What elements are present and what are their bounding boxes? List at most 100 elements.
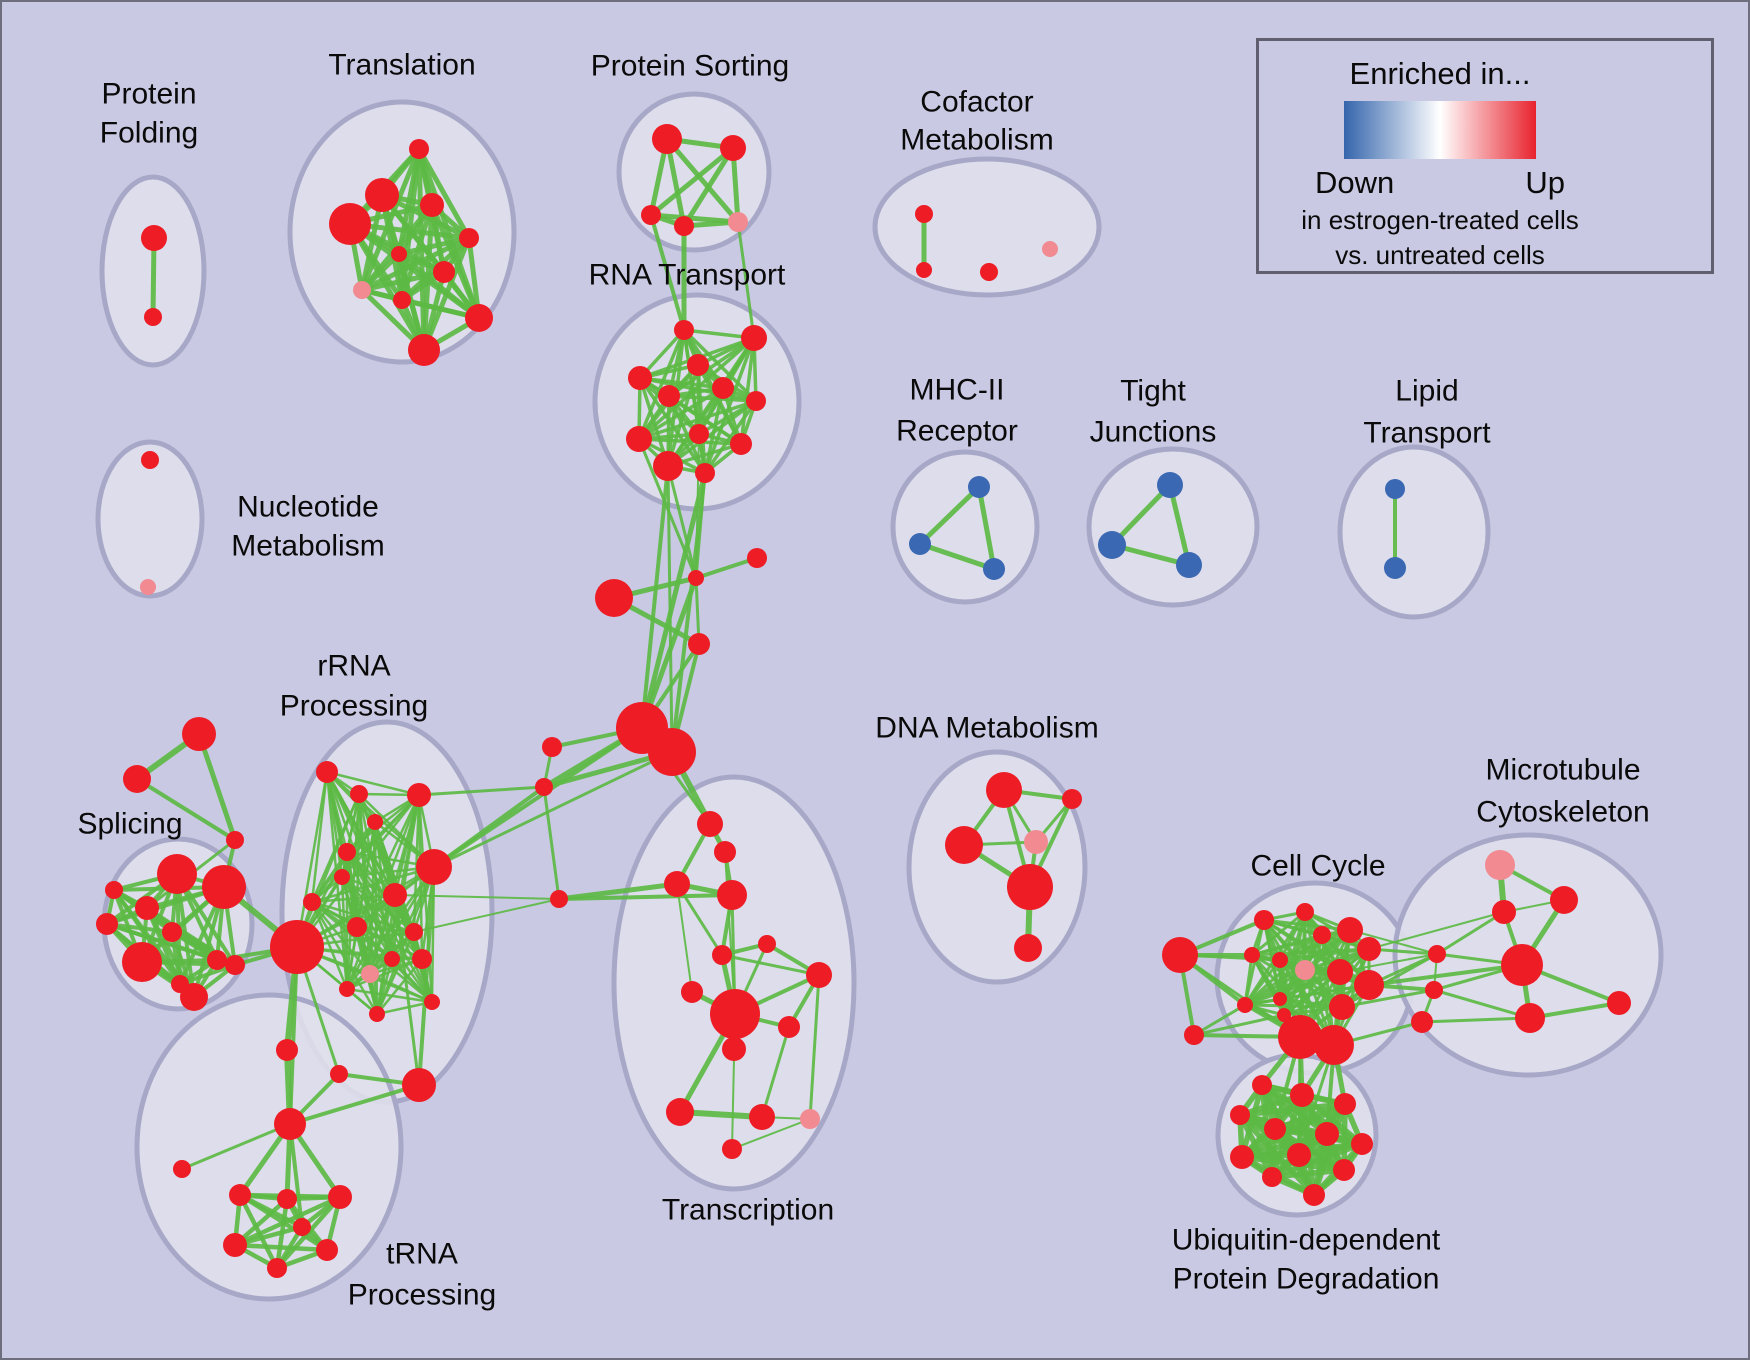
edge (976, 484, 997, 572)
edge (739, 336, 756, 446)
node-up (465, 304, 493, 332)
node-up (267, 1258, 287, 1278)
cluster-lipid-transport (1337, 444, 1491, 620)
node-up (274, 1108, 306, 1140)
edge (196, 731, 238, 843)
edge (649, 213, 686, 332)
node-up (550, 890, 568, 908)
edge (1243, 958, 1282, 1007)
edge (917, 484, 982, 547)
cluster-label: tRNA (386, 1238, 458, 1271)
edge (1528, 1001, 1621, 1020)
node-up (144, 308, 162, 326)
node-up (334, 869, 350, 885)
node-up (277, 1189, 297, 1209)
node-down (1176, 552, 1202, 578)
edge (416, 146, 472, 241)
node-up (330, 1065, 348, 1083)
edge (640, 464, 670, 730)
cluster-label: Processing (348, 1279, 496, 1312)
cluster-label: Folding (100, 117, 198, 150)
node-up (339, 981, 355, 997)
node-up (986, 772, 1022, 808)
cluster-cofactor-metabolism (872, 156, 1102, 298)
edge (180, 1122, 292, 1171)
node-up (1273, 992, 1287, 1006)
node-up (1607, 991, 1631, 1015)
edge (694, 576, 701, 646)
cluster-label: rRNA (317, 650, 390, 683)
node-up (712, 945, 732, 965)
node-up (226, 831, 244, 849)
node-down (909, 533, 931, 555)
node-up (96, 913, 118, 935)
node-up (720, 135, 746, 161)
node-up (1230, 1105, 1250, 1125)
node-up (329, 203, 371, 245)
node-up (915, 205, 933, 223)
edge (1367, 963, 1524, 987)
edge (648, 145, 736, 218)
node-up (1162, 937, 1198, 973)
edge (417, 785, 546, 797)
legend-caption-line2: vs. untreated cells (1335, 240, 1545, 270)
edge (724, 851, 736, 1015)
node-up (293, 1218, 311, 1236)
edge (310, 893, 397, 904)
cluster-label: Transcription (662, 1194, 834, 1227)
cluster-label: Transport (1363, 417, 1491, 450)
node-up (316, 1239, 338, 1261)
edge (345, 987, 434, 1004)
cluster-label: Protein Degradation (1173, 1263, 1440, 1296)
node-up (1425, 981, 1443, 999)
node-up (980, 263, 998, 281)
edge (1278, 947, 1371, 962)
cluster-label: Lipid (1395, 375, 1458, 408)
edge (1243, 968, 1307, 1007)
node-up (681, 981, 703, 1003)
node-up (412, 949, 432, 969)
node-up (695, 463, 715, 483)
edge (664, 136, 741, 225)
cluster-label: MHC-II (910, 374, 1005, 407)
node-up (626, 426, 652, 452)
node-up (1237, 997, 1253, 1013)
node-up (542, 737, 562, 757)
node-up (1252, 1075, 1272, 1095)
edge (736, 220, 756, 340)
edge (288, 1083, 421, 1126)
node-up (369, 1006, 385, 1022)
edge (1243, 953, 1254, 1007)
node-up (316, 761, 338, 783)
cluster-label: Protein (101, 78, 196, 111)
node-up (338, 843, 356, 861)
edge (295, 792, 361, 949)
node-up-light (728, 212, 748, 232)
legend: Enriched in... Down Up in estrogen-treat… (1256, 38, 1714, 274)
legend-title: Enriched in... (1349, 56, 1531, 91)
node-up (1303, 1184, 1325, 1206)
edge (359, 269, 447, 293)
node-up (1337, 917, 1363, 943)
node-up (367, 814, 383, 830)
edge (295, 770, 329, 949)
node-up (105, 881, 123, 899)
node-up (433, 261, 455, 283)
node-up (1333, 1159, 1355, 1181)
node-down (968, 476, 990, 498)
node-up (710, 989, 760, 1039)
legend-axis-labels: Down Up (1315, 163, 1565, 203)
edge (1368, 911, 1505, 950)
node-up (1428, 945, 1446, 963)
edge (310, 900, 416, 934)
node-up (658, 385, 680, 407)
node-up (806, 962, 832, 988)
node-up (535, 778, 553, 796)
node-up-light (1024, 830, 1048, 854)
node-up (207, 950, 227, 970)
node-up (407, 783, 431, 807)
edge (310, 900, 434, 1004)
edge (150, 235, 157, 320)
cluster-label: Splicing (77, 808, 182, 841)
